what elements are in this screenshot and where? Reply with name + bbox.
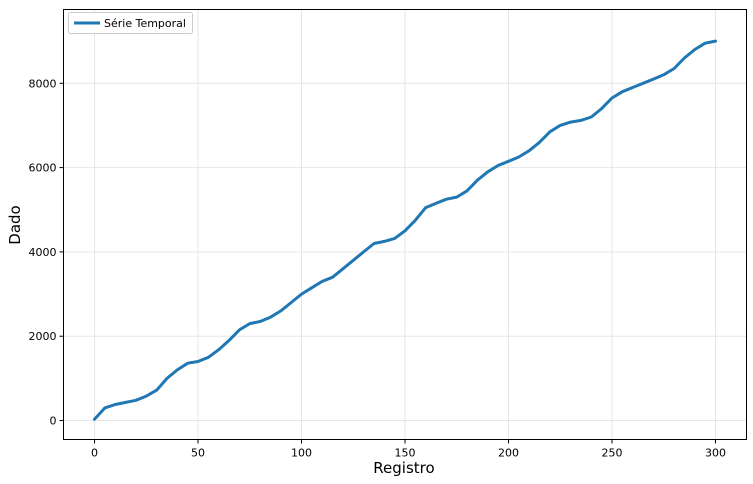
y-tick-label: 4000	[29, 246, 57, 259]
x-axis: 0 50 100 150 200 250 300	[91, 439, 726, 460]
y-axis-label: Dado	[6, 205, 24, 244]
y-tick-label: 8000	[29, 77, 57, 90]
legend-box	[68, 12, 193, 34]
x-tick-label: 300	[705, 447, 726, 460]
legend-entry-label: Série Temporal	[104, 17, 186, 30]
y-tick-label: 0	[50, 415, 57, 428]
x-tick-label: 150	[395, 447, 416, 460]
y-tick-label: 6000	[29, 162, 57, 175]
y-axis: 0 2000 4000 6000 8000	[29, 77, 64, 428]
grid-lines	[63, 9, 747, 440]
x-tick-label: 250	[601, 447, 622, 460]
y-tick-label: 2000	[29, 330, 57, 343]
x-tick-label: 100	[291, 447, 312, 460]
x-axis-label: Registro	[373, 459, 434, 477]
x-tick-label: 50	[191, 447, 205, 460]
x-tick-label: 0	[91, 447, 98, 460]
legend: Série Temporal	[68, 12, 193, 34]
x-tick-label: 200	[498, 447, 519, 460]
series-layer	[93, 39, 717, 421]
series-line-0	[93, 39, 717, 421]
